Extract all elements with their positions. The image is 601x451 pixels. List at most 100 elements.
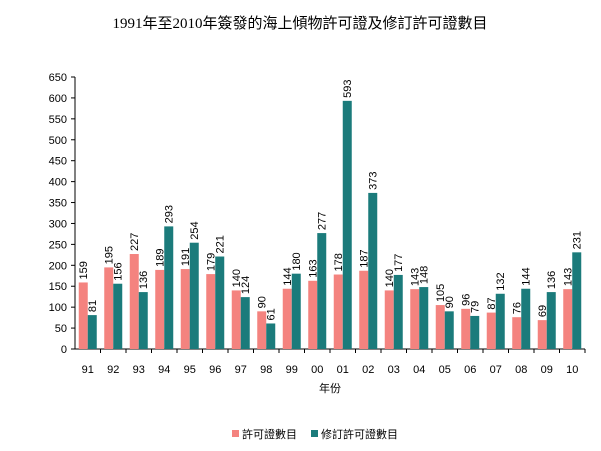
value-label: 140 (384, 269, 396, 287)
value-label: 180 (291, 252, 303, 270)
value-label: 191 (180, 248, 192, 266)
value-label: 177 (393, 254, 405, 272)
x-tick-label: 04 (413, 364, 425, 376)
y-tick-label: 250 (49, 239, 67, 251)
x-tick-label: 05 (439, 364, 451, 376)
bar (368, 192, 378, 349)
value-label: 140 (231, 269, 243, 287)
y-tick-label: 0 (61, 344, 67, 356)
x-tick-label: 97 (235, 364, 247, 376)
x-axis-label: 年份 (319, 381, 341, 395)
bar (155, 269, 165, 349)
x-tick-label: 10 (566, 364, 578, 376)
chart-title: 1991年至2010年簽發的海上傾物許可證及修訂許可證數目 (112, 14, 487, 32)
value-label: 90 (257, 296, 269, 308)
value-label: 143 (563, 268, 575, 286)
value-label: 79 (470, 301, 482, 313)
bar (563, 289, 573, 349)
bar (470, 315, 480, 349)
value-label: 195 (104, 246, 116, 264)
x-tick-label: 95 (184, 364, 196, 376)
value-label: 593 (342, 79, 354, 97)
value-label: 178 (333, 253, 345, 271)
bar (444, 311, 454, 349)
bar (257, 311, 267, 349)
value-label: 143 (410, 268, 422, 286)
bar (419, 287, 429, 349)
legend-swatch (232, 430, 239, 437)
bar (78, 282, 88, 349)
value-label: 254 (189, 221, 201, 239)
value-label: 293 (164, 205, 176, 223)
value-label: 373 (368, 172, 380, 190)
bar (291, 273, 301, 349)
x-tick-label: 94 (158, 364, 170, 376)
bar (393, 274, 403, 349)
bar (189, 242, 199, 349)
x-tick-label: 08 (515, 364, 527, 376)
value-label: 144 (521, 267, 533, 285)
value-label: 221 (215, 235, 227, 253)
bar (282, 288, 292, 349)
x-tick-label: 01 (337, 364, 349, 376)
bar (495, 293, 505, 349)
bar (572, 252, 582, 349)
x-tick-label: 91 (82, 364, 94, 376)
bar (104, 267, 114, 349)
bar (546, 292, 556, 349)
bar (164, 226, 174, 349)
y-tick-label: 50 (55, 323, 67, 335)
x-tick-label: 98 (260, 364, 272, 376)
bar (215, 256, 225, 349)
value-label: 90 (444, 296, 456, 308)
value-label: 69 (537, 305, 549, 317)
value-label: 87 (486, 297, 498, 309)
x-tick-label: 03 (388, 364, 400, 376)
bar (266, 323, 276, 349)
bar (359, 270, 369, 349)
x-tick-label: 99 (286, 364, 298, 376)
value-label: 144 (282, 267, 294, 285)
bar (138, 292, 148, 349)
value-label: 163 (308, 259, 320, 277)
bar (342, 100, 352, 349)
x-tick-label: 07 (490, 364, 502, 376)
value-label: 76 (512, 302, 524, 314)
value-label: 136 (546, 271, 558, 289)
y-tick-label: 600 (49, 93, 67, 105)
value-label: 231 (572, 231, 584, 249)
value-label: 156 (113, 262, 125, 280)
bar (410, 289, 420, 349)
x-tick-label: 00 (311, 364, 323, 376)
bar (129, 254, 139, 349)
value-label: 148 (419, 266, 431, 284)
value-label: 132 (495, 272, 507, 290)
value-label: 159 (78, 261, 90, 279)
legend-label: 許可證數目 (242, 427, 297, 441)
y-tick-label: 400 (49, 177, 67, 189)
bar (333, 274, 343, 349)
y-tick-label: 500 (49, 135, 67, 147)
y-tick-label: 200 (49, 260, 67, 272)
x-tick-label: 92 (107, 364, 119, 376)
bar (512, 317, 522, 349)
bar (180, 269, 190, 349)
x-tick-label: 93 (133, 364, 145, 376)
value-label: 124 (240, 276, 252, 294)
bar (384, 290, 394, 349)
value-label: 179 (206, 253, 218, 271)
y-tick-label: 150 (49, 281, 67, 293)
x-tick-label: 96 (209, 364, 221, 376)
bar (308, 280, 318, 349)
value-label: 136 (138, 271, 150, 289)
value-label: 187 (359, 249, 371, 267)
value-label: 61 (266, 308, 278, 320)
legend-swatch (311, 430, 318, 437)
bar (521, 288, 531, 349)
value-label: 96 (461, 294, 473, 306)
bar (435, 305, 445, 349)
bar (537, 320, 547, 349)
bar (87, 315, 97, 349)
bar (486, 312, 496, 349)
